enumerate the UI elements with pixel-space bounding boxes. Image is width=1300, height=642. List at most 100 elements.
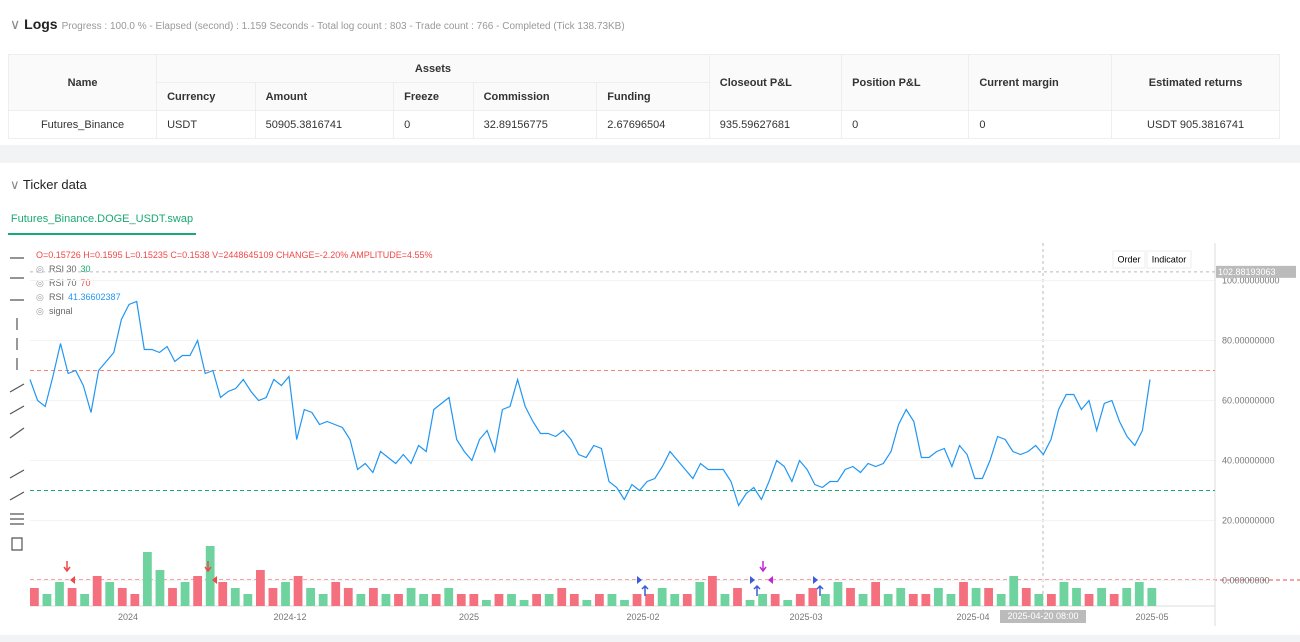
order-btn[interactable] (1112, 250, 1146, 269)
signal-arrow (759, 561, 767, 573)
trade-marker (212, 576, 217, 584)
volume-bar (67, 588, 77, 606)
x-tick-label: 2024-12 (273, 612, 306, 622)
eye-icon: ◎ (36, 306, 44, 316)
rsi-line (29, 300, 1151, 507)
volume-bar (896, 588, 906, 606)
volume-bar (934, 588, 943, 606)
y-tick-label: 100.00000000 (1222, 276, 1280, 286)
logs-title: Logs (24, 16, 58, 32)
volume-bar (394, 594, 403, 606)
th: Amount (254, 82, 395, 111)
th: Commission (472, 82, 598, 111)
volume-bar (1084, 594, 1094, 606)
td: 935.59627681 (708, 110, 843, 139)
volume-bar (569, 594, 579, 606)
volume-bar (30, 588, 39, 606)
volume-bar (1072, 588, 1081, 606)
volume-bar (293, 576, 303, 606)
volume-bar (1122, 588, 1132, 606)
volume-bar (921, 594, 931, 606)
y-tick-label: 60.00000000 (1222, 396, 1275, 406)
volume-bar (620, 600, 629, 606)
td: USDT 905.3816741 (1111, 110, 1280, 139)
logs-progress: Progress : 100.0 % - Elapsed (second) : … (61, 21, 625, 32)
volume-bar (155, 570, 165, 606)
td: USDT (156, 110, 256, 139)
volume-bar (645, 594, 655, 606)
x-tick-label: 2025 (459, 612, 479, 622)
volume-bar (959, 582, 968, 606)
volume-bar (130, 594, 140, 606)
x-tick-label: 2024 (118, 612, 138, 622)
volume-bar (795, 594, 805, 606)
volume-bar (318, 594, 328, 606)
volume-bar (858, 594, 868, 606)
symbol-tab[interactable]: Futures_Binance.DOGE_USDT.swap (8, 205, 196, 235)
volume-bar (808, 588, 818, 606)
volume-bar (419, 594, 429, 606)
volume-bar (331, 582, 341, 606)
volume-bar (1047, 594, 1056, 606)
ticker-header[interactable]: ∨ Ticker data (10, 177, 87, 192)
x-tick-label: 2025-04 (956, 612, 989, 622)
volume-bar (168, 588, 177, 606)
legend-value: 30 (81, 264, 91, 274)
volume-bar (946, 594, 956, 606)
volume-bar (1109, 594, 1119, 606)
volume-bar (230, 588, 240, 606)
volume-bar (256, 570, 265, 606)
indicator-btn[interactable] (1146, 250, 1192, 269)
th: Assets (156, 54, 710, 83)
volume-bar (205, 546, 215, 606)
indicator-label: Indicator (1152, 254, 1187, 264)
volume-bar (117, 588, 127, 606)
volume-bar (783, 600, 793, 606)
volume-bar (720, 594, 730, 606)
volume-bar (306, 588, 316, 606)
legend-value: 70 (81, 278, 91, 288)
volume-bar (369, 588, 378, 606)
volume-bar (996, 594, 1006, 606)
volume-bar (846, 588, 855, 606)
toolbar (9, 257, 25, 551)
td: 32.89156775 (472, 110, 598, 139)
volume-bar (406, 588, 416, 606)
y-tick-label: 20.00000000 (1222, 516, 1275, 526)
assets-table: Name Assets Closeout P&L Position P&L Curren… (7, 54, 1280, 139)
volume-bar (356, 594, 366, 606)
y-tick-label: 80.00000000 (1222, 336, 1275, 346)
signal-arrow (63, 561, 71, 573)
legend-name: RSI 30 (49, 264, 77, 274)
volume-bar (582, 600, 592, 606)
x-tick-label: 2025-05 (1135, 612, 1168, 622)
volume-bar (143, 552, 152, 606)
volume-bar (1034, 594, 1044, 606)
volume-bar (469, 594, 479, 606)
volume-bar (883, 594, 893, 606)
volume-bar (456, 594, 466, 606)
volume-bar (595, 594, 604, 606)
td: 50905.3816741 (254, 110, 395, 139)
eye-icon: ◎ (36, 278, 44, 288)
entry-arrow (816, 584, 824, 596)
volume-bar (682, 594, 692, 606)
td: Futures_Binance (7, 110, 158, 139)
volume-bar (758, 594, 768, 606)
crosshair-x-label: 2025-04-20 08:00 (1007, 611, 1078, 621)
volume-bar (532, 594, 542, 606)
legend-name: signal (49, 306, 73, 316)
volume-bar (670, 594, 680, 606)
volume-bar (180, 582, 190, 606)
volume-bar (833, 582, 843, 606)
volume-bar (733, 588, 742, 606)
tool-icons[interactable] (9, 257, 25, 551)
logs-header[interactable]: ∨ Logs Progress : 100.0 % - Elapsed (seco… (10, 16, 625, 32)
legend-name: RSI 70 (49, 278, 77, 288)
logs-panel: ∨ Logs Progress : 100.0 % - Elapsed (seco… (0, 0, 1300, 145)
td: 0 (393, 110, 474, 139)
volume-bar (494, 594, 504, 606)
volume-bar (544, 594, 554, 606)
volume-bar (871, 582, 881, 606)
